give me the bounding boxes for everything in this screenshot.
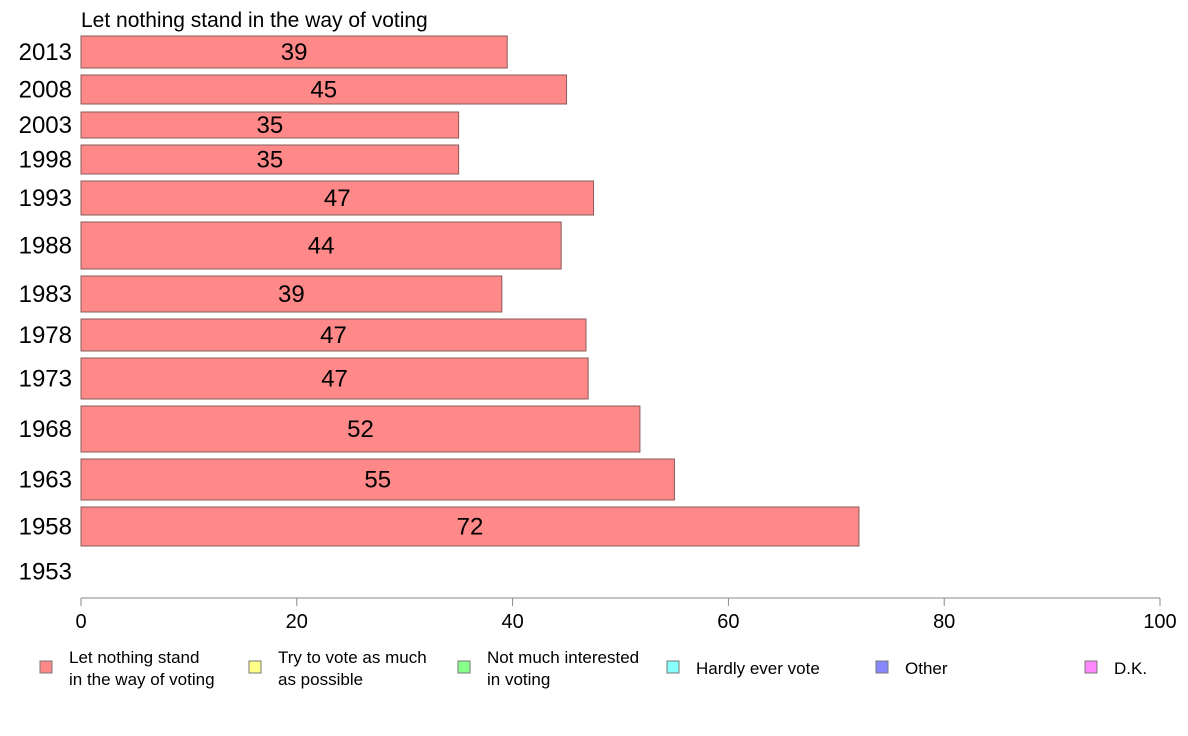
bar xyxy=(80,405,641,453)
x-tick-label: 0 xyxy=(75,611,86,633)
legend-label: in the way of voting xyxy=(69,670,215,689)
bar xyxy=(80,275,503,313)
bar-value-label: 72 xyxy=(457,514,484,541)
bar-value-label: 39 xyxy=(281,39,308,66)
legend-label: D.K. xyxy=(1114,659,1147,678)
bar xyxy=(80,111,460,139)
bar xyxy=(80,458,675,501)
legend-item: Try to vote as much as possible xyxy=(248,648,427,689)
bar-value-label: 55 xyxy=(364,467,391,494)
x-tick-label: 20 xyxy=(286,611,308,633)
legend-swatch xyxy=(39,660,53,674)
category-label: 1983 xyxy=(19,281,72,308)
bar-value-label: 35 xyxy=(256,147,283,174)
bar-value-label: 47 xyxy=(320,322,347,349)
legend: Let nothing stand in the way of voting Try… xyxy=(39,648,1147,689)
bar-value-label: 39 xyxy=(278,281,305,308)
chart-title: Let nothing stand in the way of voting xyxy=(81,9,428,32)
legend-swatch xyxy=(457,660,471,674)
bar xyxy=(80,357,589,400)
category-label: 1958 xyxy=(19,514,72,541)
legend-label: Hardly ever vote xyxy=(696,659,820,678)
bar xyxy=(80,74,568,105)
legend-label: Let nothing stand xyxy=(69,648,199,667)
category-label: 1963 xyxy=(19,467,72,494)
legend-label: Not much interested xyxy=(487,648,639,667)
bar-value-label: 35 xyxy=(256,112,283,139)
category-label: 2013 xyxy=(19,39,72,66)
bar xyxy=(80,506,860,547)
x-tick-label: 60 xyxy=(717,611,739,633)
category-label: 1978 xyxy=(19,322,72,349)
category-label: 1968 xyxy=(19,416,72,443)
legend-item: Not much interested in voting xyxy=(457,648,639,689)
bar xyxy=(80,35,508,69)
legend-label: in voting xyxy=(487,670,550,689)
legend-swatch xyxy=(248,660,262,674)
bar-value-label: 44 xyxy=(308,233,335,260)
legend-item: Let nothing stand in the way of voting xyxy=(39,648,215,689)
category-label: 1993 xyxy=(19,185,72,212)
legend-item: D.K. xyxy=(1084,659,1147,678)
category-label: 1973 xyxy=(19,366,72,393)
bars: 2013 39 2008 45 2003 35 1998 35 1993 47 1988 44 1983… xyxy=(19,35,860,586)
bar xyxy=(80,144,460,175)
legend-label: as possible xyxy=(278,670,363,689)
x-tick-label: 40 xyxy=(501,611,523,633)
bar xyxy=(80,318,587,352)
legend-item: Other xyxy=(875,659,948,678)
legend-label: Other xyxy=(905,659,948,678)
bar-value-label: 47 xyxy=(321,366,348,393)
x-tick-label: 100 xyxy=(1143,611,1176,633)
category-label: 1998 xyxy=(19,147,72,174)
category-label: 2008 xyxy=(19,77,72,104)
legend-swatch xyxy=(875,660,889,674)
bar-value-label: 52 xyxy=(347,416,374,443)
x-axis: 0 20 40 60 80 100 xyxy=(75,597,1177,633)
x-tick-label: 80 xyxy=(933,611,955,633)
bar-value-label: 47 xyxy=(324,185,351,212)
category-label: 1953 xyxy=(19,559,72,586)
legend-swatch xyxy=(666,660,680,674)
category-label: 1988 xyxy=(19,233,72,260)
legend-swatch xyxy=(1084,660,1098,674)
legend-item: Hardly ever vote xyxy=(666,659,820,678)
bar xyxy=(80,221,562,270)
bar xyxy=(80,180,595,216)
bar-value-label: 45 xyxy=(310,77,337,104)
category-label: 2003 xyxy=(19,112,72,139)
legend-label: Try to vote as much xyxy=(278,648,427,667)
